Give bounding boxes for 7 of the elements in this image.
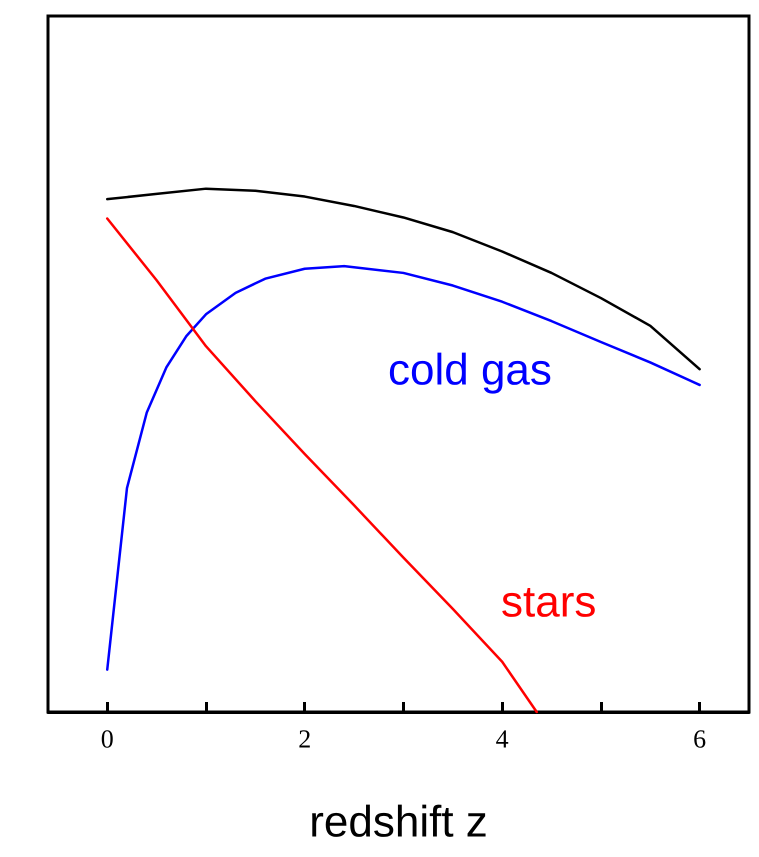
- x-tick-label: 0: [100, 724, 114, 754]
- series-label: stars: [501, 578, 596, 626]
- x-tick-label: 4: [496, 724, 509, 754]
- x-axis-title: redshift z: [309, 798, 488, 846]
- series-label: cold gas: [388, 346, 552, 394]
- x-tick-label: 2: [298, 724, 312, 754]
- x-tick-label: 6: [693, 724, 706, 754]
